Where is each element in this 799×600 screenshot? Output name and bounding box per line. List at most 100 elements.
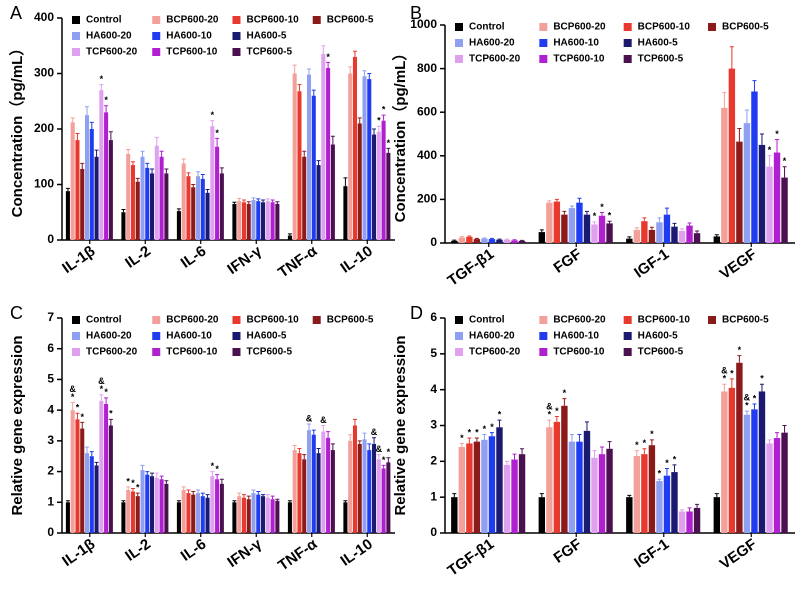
legend-label: TCP600-5 [246,47,292,58]
legend-swatch [455,39,463,47]
error-bar [722,383,727,392]
bar [686,511,693,533]
legend-swatch [539,23,548,31]
bar [215,479,220,533]
series [496,133,766,243]
bar [451,240,458,243]
error-bar [504,460,509,465]
bar [518,240,526,243]
series: &** [69,384,353,533]
series: & [94,427,378,533]
error-bar [80,162,85,169]
x-tick-label: VEGF [717,536,760,573]
series: *&**&* [458,366,728,533]
x-tick-label: IGF-1 [631,246,672,282]
y-tick-label: 5 [430,346,437,360]
error-bar [330,443,335,451]
significance-mark: & [721,366,728,376]
bar [261,496,266,533]
error-bar [135,492,140,497]
bar [145,474,150,533]
error-bar [452,493,457,498]
error-bar [607,441,612,449]
bar [99,90,104,241]
significance-mark: * [100,74,104,84]
bar [641,454,648,533]
significance-mark: * [382,105,386,115]
y-tick-label: 400 [417,148,437,162]
error-bar [372,437,377,444]
bar [766,166,773,243]
legend-swatch [708,23,717,31]
error-bar [634,227,639,230]
significance-mark: * [593,211,597,221]
series: * [108,131,391,240]
legend-swatch [623,332,632,340]
legend-swatch [539,316,548,324]
legend-label: HA600-20 [86,331,132,342]
error-bar [307,423,312,431]
error-bar [200,492,205,497]
bar [598,215,606,243]
error-bar [367,73,372,80]
series [481,109,751,243]
error-bar [215,474,220,480]
error-bar [275,201,280,204]
bar [321,54,326,241]
bar [648,445,656,533]
bar [466,443,473,533]
bar [663,475,671,533]
bar [330,450,335,533]
bar [140,156,145,240]
bar [583,214,591,243]
y-tick-label: 7 [47,310,54,324]
significance-mark: * [215,128,219,138]
significance-mark: * [326,52,330,62]
bar [65,191,70,240]
bar [164,173,169,240]
bar [246,499,251,533]
significance-mark: & [320,415,327,425]
error-bar [85,106,90,116]
error-bar [135,177,140,182]
panel-label: C [10,303,23,323]
error-bar [554,416,559,422]
error-bar [196,489,201,494]
bar [270,202,275,240]
legend-swatch [72,348,80,356]
error-bar [362,432,367,440]
legend-swatch [455,348,463,356]
bar [70,122,75,240]
bar [678,511,686,533]
error-bar [89,451,94,457]
bar [205,497,210,533]
bar [89,456,94,533]
bar [159,479,164,533]
error-bar [140,464,145,471]
bar [176,211,181,240]
bar [626,497,633,533]
bar [381,120,386,240]
y-tick-label: 6 [430,310,437,324]
error-bar [159,150,164,157]
error-bar [539,229,544,233]
legend-label: HA600-5 [638,331,678,342]
bar [352,56,357,240]
error-bar [584,421,589,431]
x-tick-label: TGF-β1 [445,536,498,580]
error-bar [782,425,787,433]
legend-label: BCP600-5 [327,315,374,326]
legend-label: HA600-10 [553,331,599,342]
series [451,229,721,243]
bar [195,493,201,533]
legend-swatch [232,16,241,24]
error-bar [246,201,251,204]
x-tick-label: TGF-β1 [445,246,498,290]
bar [758,391,766,533]
bar [326,67,331,240]
bar [302,156,307,240]
legend-label: BCP600-20 [553,22,606,33]
bar [381,468,386,533]
error-bar [210,471,215,477]
error-bar [261,494,266,497]
